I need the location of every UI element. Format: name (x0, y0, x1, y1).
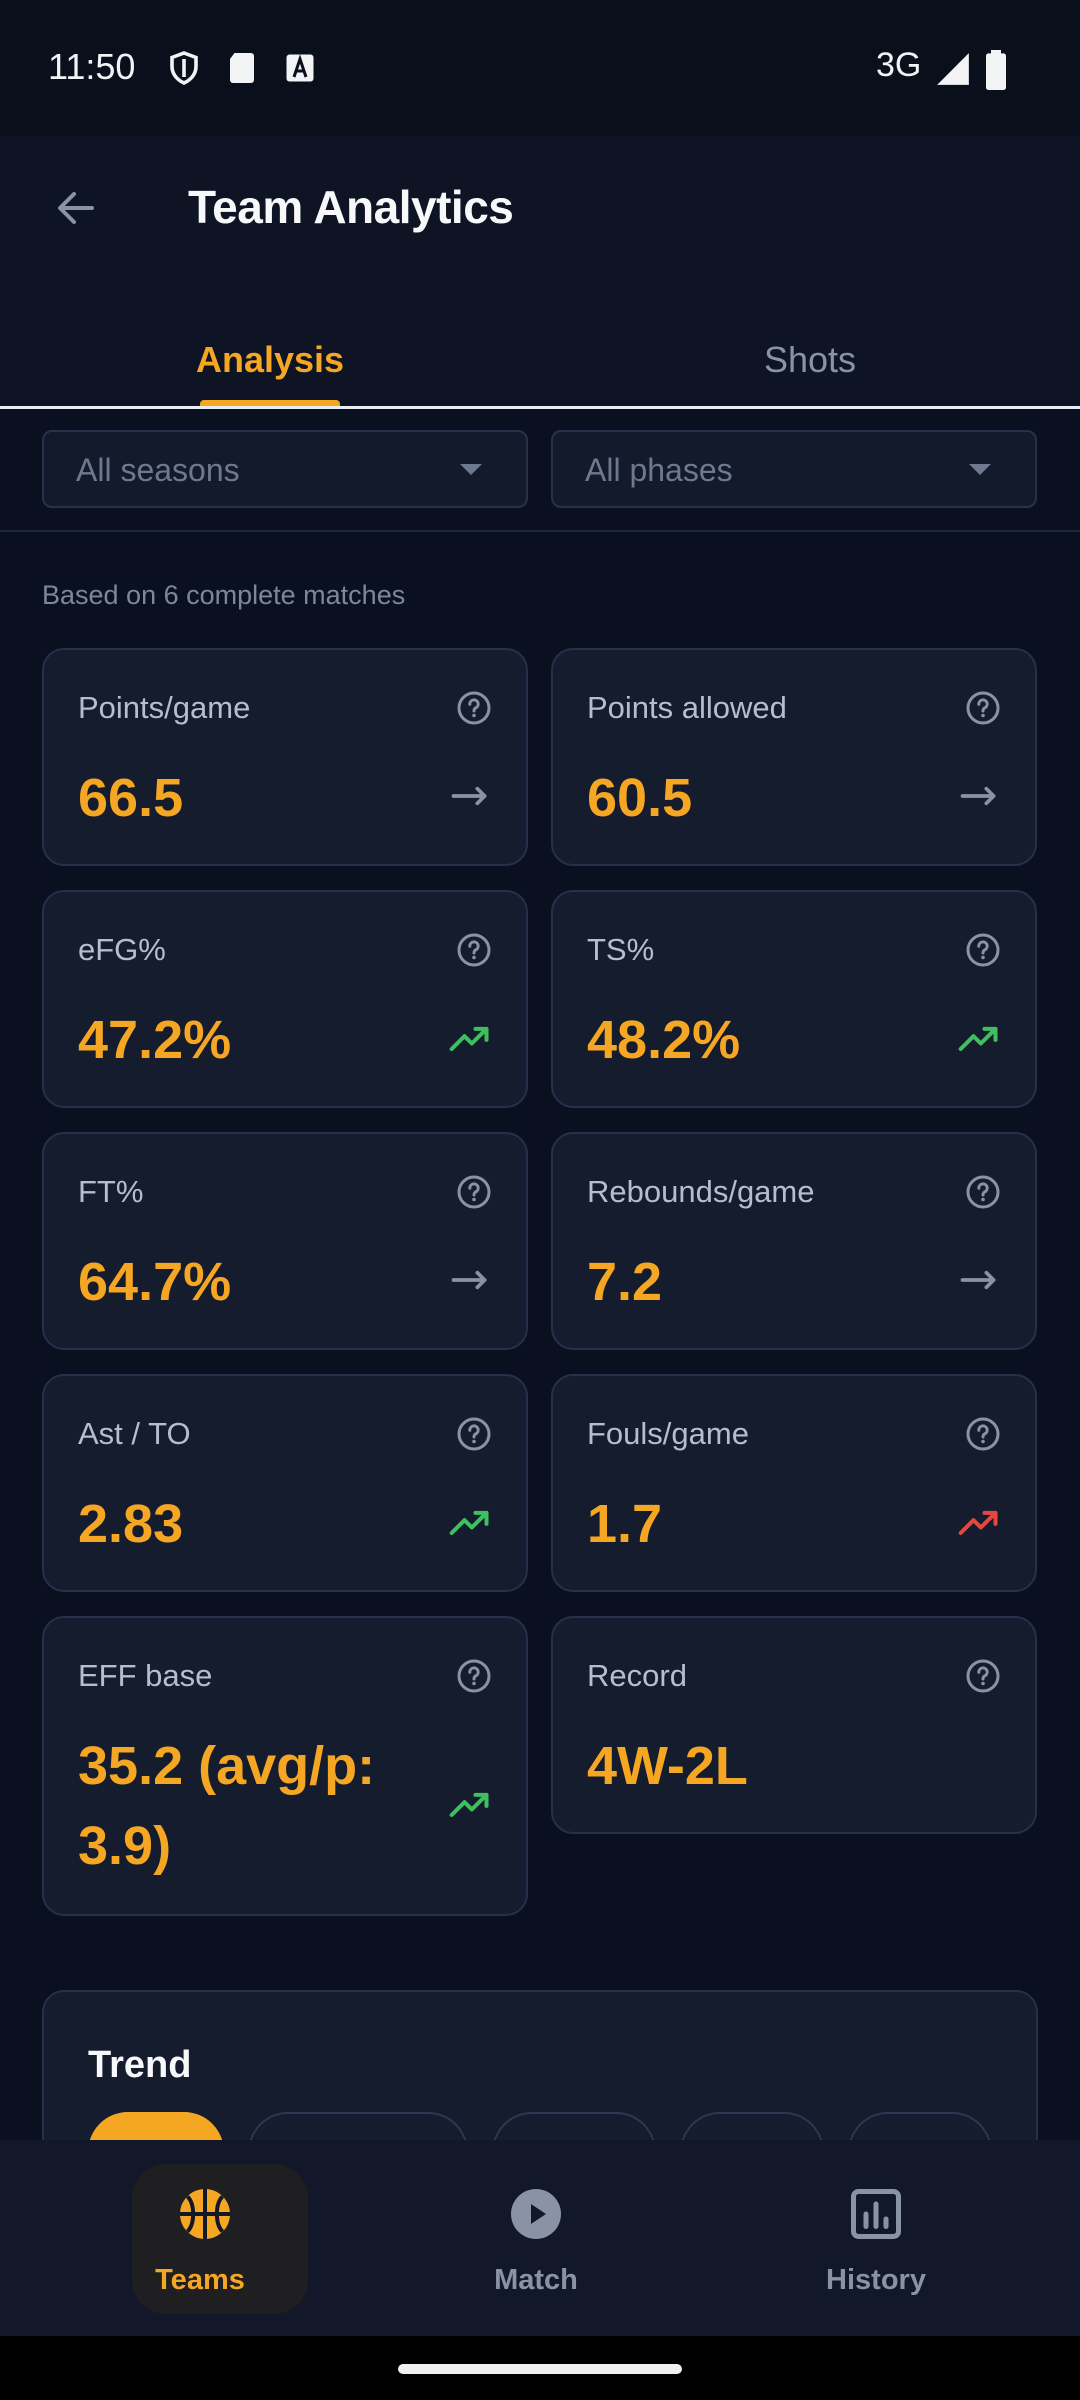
tab-analysis[interactable]: Analysis (195, 339, 345, 380)
metric-label: Fouls/game (587, 1416, 749, 1451)
metric-label: EFF base (78, 1658, 213, 1693)
metric-label: Ast / TO (78, 1416, 191, 1451)
metric-label: TS% (587, 932, 655, 967)
bottom-navigation: Teams Match History (0, 2140, 1080, 2336)
help-icon[interactable] (456, 932, 492, 968)
tab-indicator (200, 400, 340, 408)
nav-label: Match (494, 2264, 578, 2296)
help-icon[interactable] (456, 1174, 492, 1210)
back-button[interactable] (40, 172, 112, 244)
battery-icon (986, 50, 1006, 90)
metric-card-ast-to[interactable]: Ast / TO 2.83 (42, 1374, 528, 1592)
trending-up-icon (449, 1510, 489, 1536)
help-icon[interactable] (456, 690, 492, 726)
signal-icon (937, 53, 969, 85)
metric-value: 47.2% (78, 1010, 232, 1070)
nav-label: Teams (155, 2264, 245, 2296)
status-bar: 11:50 3G (0, 0, 1080, 136)
trending-up-icon (449, 1026, 489, 1052)
arrow-right-icon (451, 1270, 487, 1290)
network-type: 3G (876, 46, 922, 84)
metric-label: Points allowed (587, 690, 787, 725)
season-select-value: All seasons (76, 452, 240, 488)
metric-label: FT% (78, 1174, 144, 1209)
home-gesture-bar[interactable] (398, 2364, 682, 2374)
metric-card-fouls[interactable]: Fouls/game 1.7 (551, 1374, 1037, 1592)
metric-card-ft[interactable]: FT% 64.7% (42, 1132, 528, 1350)
dropdown-caret-icon (460, 464, 482, 475)
help-icon[interactable] (456, 1416, 492, 1452)
metric-value: 7.2 (587, 1252, 663, 1312)
trending-up-icon (958, 1026, 998, 1052)
app-bar: Team Analytics Analysis Shots (0, 136, 1080, 408)
status-time: 11:50 (48, 46, 136, 87)
metric-card-points-per-game[interactable]: Points/game 66.5 (42, 648, 528, 866)
help-icon[interactable] (965, 1416, 1001, 1452)
metric-value: 48.2% (587, 1010, 741, 1070)
sd-card-icon (230, 53, 254, 83)
arrow-right-icon (960, 786, 996, 806)
play-circle-icon (511, 2189, 561, 2239)
metric-value: 60.5 (587, 768, 693, 828)
arrow-right-icon (451, 786, 487, 806)
dropdown-caret-icon (969, 464, 991, 475)
metric-value: 66.5 (78, 768, 184, 828)
metric-value: 64.7% (78, 1252, 232, 1312)
metric-card-eff-base[interactable]: EFF base 35.2 (avg/p: 3.9) (42, 1616, 528, 1916)
trending-up-icon (449, 1792, 489, 1818)
font-icon (286, 54, 314, 82)
metric-label: eFG% (78, 932, 166, 967)
metric-value: 1.7 (587, 1494, 663, 1554)
trend-title: Trend (88, 2044, 192, 2086)
tab-shots[interactable]: Shots (763, 339, 857, 380)
help-icon[interactable] (965, 932, 1001, 968)
metric-value: 4W-2L (587, 1736, 748, 1796)
matches-summary: Based on 6 complete matches (42, 580, 406, 610)
nav-active-indicator (132, 2164, 308, 2314)
metric-value: 35.2 (avg/p: 3.9) (78, 1736, 376, 1876)
help-icon[interactable] (965, 1174, 1001, 1210)
metric-card-rebounds[interactable]: Rebounds/game 7.2 (551, 1132, 1037, 1350)
phase-select-value: All phases (585, 452, 733, 488)
phase-select[interactable]: All phases (551, 430, 1037, 508)
arrow-right-icon (960, 1270, 996, 1290)
help-icon[interactable] (965, 690, 1001, 726)
metric-card-ts[interactable]: TS% 48.2% (551, 890, 1037, 1108)
shield-icon (170, 51, 198, 85)
metric-label: Record (587, 1658, 687, 1693)
nav-teams[interactable]: Teams (20, 2140, 380, 2336)
nav-label: History (826, 2264, 926, 2296)
trending-up-bad-icon (958, 1510, 998, 1536)
tab-divider (0, 406, 1080, 409)
metric-card-points-allowed[interactable]: Points allowed 60.5 (551, 648, 1037, 866)
metric-label: Points/game (78, 690, 251, 725)
help-icon[interactable] (456, 1658, 492, 1694)
page-title: Team Analytics (188, 181, 514, 233)
nav-match[interactable]: Match (356, 2140, 716, 2336)
filter-divider (0, 530, 1080, 532)
metric-card-efg[interactable]: eFG% 47.2% (42, 890, 528, 1108)
nav-history[interactable]: History (696, 2140, 1056, 2336)
arrow-back-icon (58, 192, 94, 224)
basketball-icon (180, 2189, 230, 2239)
season-select[interactable]: All seasons (42, 430, 528, 508)
metric-label: Rebounds/game (587, 1174, 815, 1209)
help-icon[interactable] (965, 1658, 1001, 1694)
metric-card-record[interactable]: Record 4W-2L (551, 1616, 1037, 1834)
metric-value: 2.83 (78, 1494, 184, 1554)
chart-history-icon (851, 2189, 901, 2239)
